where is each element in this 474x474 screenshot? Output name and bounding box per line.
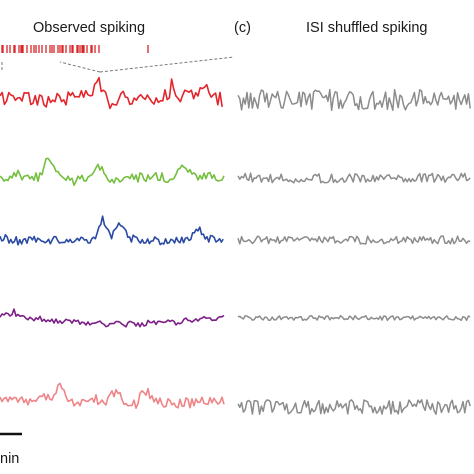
trace-red-shuffled: [237, 88, 471, 112]
trace-purple-observed: [0, 308, 225, 328]
shuffled-traces: [237, 88, 471, 415]
zoom-line-right: [99, 56, 235, 73]
trace-blue-shuffled: [237, 235, 471, 245]
trace-red-observed: [0, 76, 223, 110]
trace-purple-shuffled: [237, 314, 471, 322]
spike-raster: [1, 45, 149, 53]
trace-green-shuffled: [237, 172, 471, 184]
observed-spiking-title: Observed spiking: [33, 20, 146, 36]
observed-traces: [0, 76, 225, 409]
zoom-line-mid: [59, 61, 101, 73]
trace-green-observed: [0, 157, 225, 186]
panel-label-c: (c): [234, 20, 251, 36]
trace-blue-observed: [0, 215, 224, 246]
trace-pink-shuffled: [237, 399, 471, 415]
isi-shuffled-title: ISI shuffled spiking: [306, 20, 428, 36]
trace-pink-observed: [0, 382, 225, 409]
scale-bar-label: nin: [0, 451, 20, 467]
